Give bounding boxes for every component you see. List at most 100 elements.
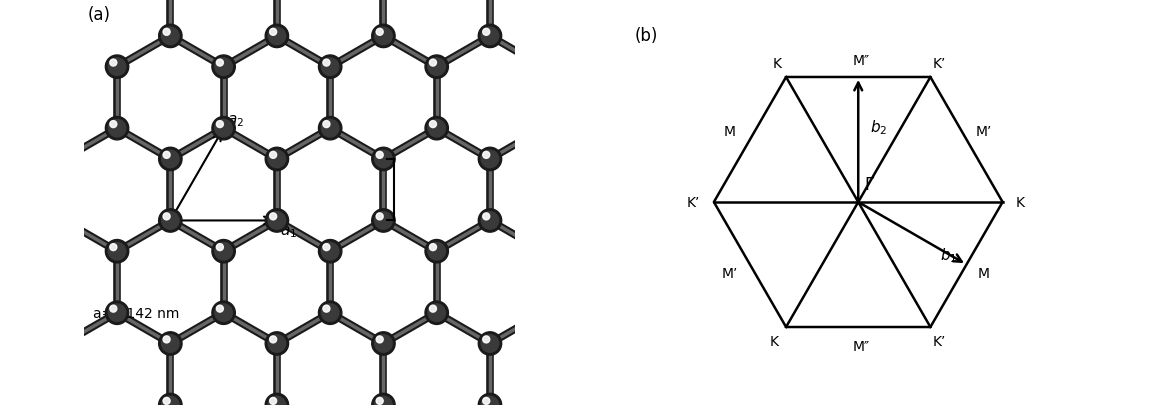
Circle shape [535, 243, 552, 260]
Circle shape [52, 209, 76, 232]
Circle shape [212, 56, 235, 79]
Circle shape [323, 60, 329, 67]
Circle shape [430, 305, 437, 312]
Circle shape [105, 56, 129, 79]
Circle shape [377, 336, 384, 343]
Text: M’: M’ [721, 266, 738, 281]
Circle shape [430, 60, 437, 67]
Circle shape [268, 28, 286, 45]
Circle shape [318, 117, 342, 141]
Circle shape [212, 301, 235, 325]
Circle shape [56, 397, 63, 405]
Circle shape [268, 396, 286, 405]
Circle shape [374, 335, 392, 352]
Circle shape [482, 396, 499, 405]
Circle shape [478, 209, 501, 232]
Circle shape [531, 240, 555, 263]
Circle shape [164, 213, 170, 220]
Circle shape [159, 25, 182, 49]
Text: K: K [770, 335, 779, 349]
Circle shape [425, 117, 448, 141]
Circle shape [56, 213, 63, 220]
Circle shape [483, 336, 490, 343]
Circle shape [430, 121, 437, 128]
Text: K’: K’ [687, 196, 700, 209]
Text: M″: M″ [852, 53, 870, 68]
Circle shape [161, 335, 179, 352]
Circle shape [478, 25, 501, 49]
Text: M: M [723, 124, 736, 139]
Circle shape [536, 121, 543, 128]
Circle shape [164, 152, 170, 159]
Circle shape [482, 28, 499, 45]
Circle shape [108, 304, 126, 322]
Circle shape [214, 243, 233, 260]
Circle shape [52, 332, 76, 355]
Circle shape [535, 304, 552, 322]
Circle shape [105, 301, 129, 325]
Circle shape [270, 152, 276, 159]
Text: (a): (a) [88, 6, 111, 24]
Circle shape [161, 396, 179, 405]
Circle shape [265, 25, 288, 49]
Circle shape [56, 152, 63, 159]
Circle shape [105, 240, 129, 263]
Circle shape [55, 212, 73, 230]
Circle shape [265, 393, 288, 405]
Circle shape [214, 120, 233, 138]
Circle shape [159, 332, 182, 355]
Circle shape [483, 29, 490, 36]
Circle shape [164, 29, 170, 36]
Circle shape [108, 59, 126, 76]
Circle shape [427, 120, 446, 138]
Circle shape [478, 332, 501, 355]
Circle shape [265, 148, 288, 171]
Circle shape [159, 393, 182, 405]
Circle shape [55, 396, 73, 405]
Circle shape [268, 151, 286, 168]
Circle shape [109, 121, 116, 128]
Text: K: K [773, 56, 782, 70]
Circle shape [217, 244, 223, 251]
Circle shape [217, 305, 223, 312]
Circle shape [482, 151, 499, 168]
Circle shape [478, 148, 501, 171]
Circle shape [372, 148, 395, 171]
Circle shape [323, 121, 329, 128]
Circle shape [52, 393, 76, 405]
Circle shape [318, 301, 342, 325]
Circle shape [321, 243, 339, 260]
Circle shape [483, 213, 490, 220]
Circle shape [321, 304, 339, 322]
Circle shape [430, 244, 437, 251]
Circle shape [531, 301, 555, 325]
Circle shape [536, 305, 543, 312]
Circle shape [372, 25, 395, 49]
Circle shape [109, 305, 116, 312]
Circle shape [217, 121, 223, 128]
Circle shape [377, 213, 384, 220]
Circle shape [265, 332, 288, 355]
Text: M: M [978, 266, 990, 281]
Circle shape [55, 151, 73, 168]
Text: $b_1$: $b_1$ [940, 246, 957, 264]
Circle shape [372, 393, 395, 405]
Circle shape [323, 305, 329, 312]
Circle shape [374, 28, 392, 45]
Circle shape [427, 304, 446, 322]
Circle shape [374, 212, 392, 230]
Circle shape [374, 151, 392, 168]
Circle shape [161, 212, 179, 230]
Text: M″: M″ [852, 339, 870, 353]
Circle shape [109, 244, 116, 251]
Circle shape [268, 212, 286, 230]
Text: (b): (b) [635, 27, 658, 45]
Circle shape [161, 28, 179, 45]
Circle shape [321, 59, 339, 76]
Circle shape [372, 209, 395, 232]
Circle shape [531, 117, 555, 141]
Circle shape [425, 240, 448, 263]
Circle shape [425, 301, 448, 325]
Circle shape [482, 335, 499, 352]
Text: K’: K’ [932, 335, 946, 349]
